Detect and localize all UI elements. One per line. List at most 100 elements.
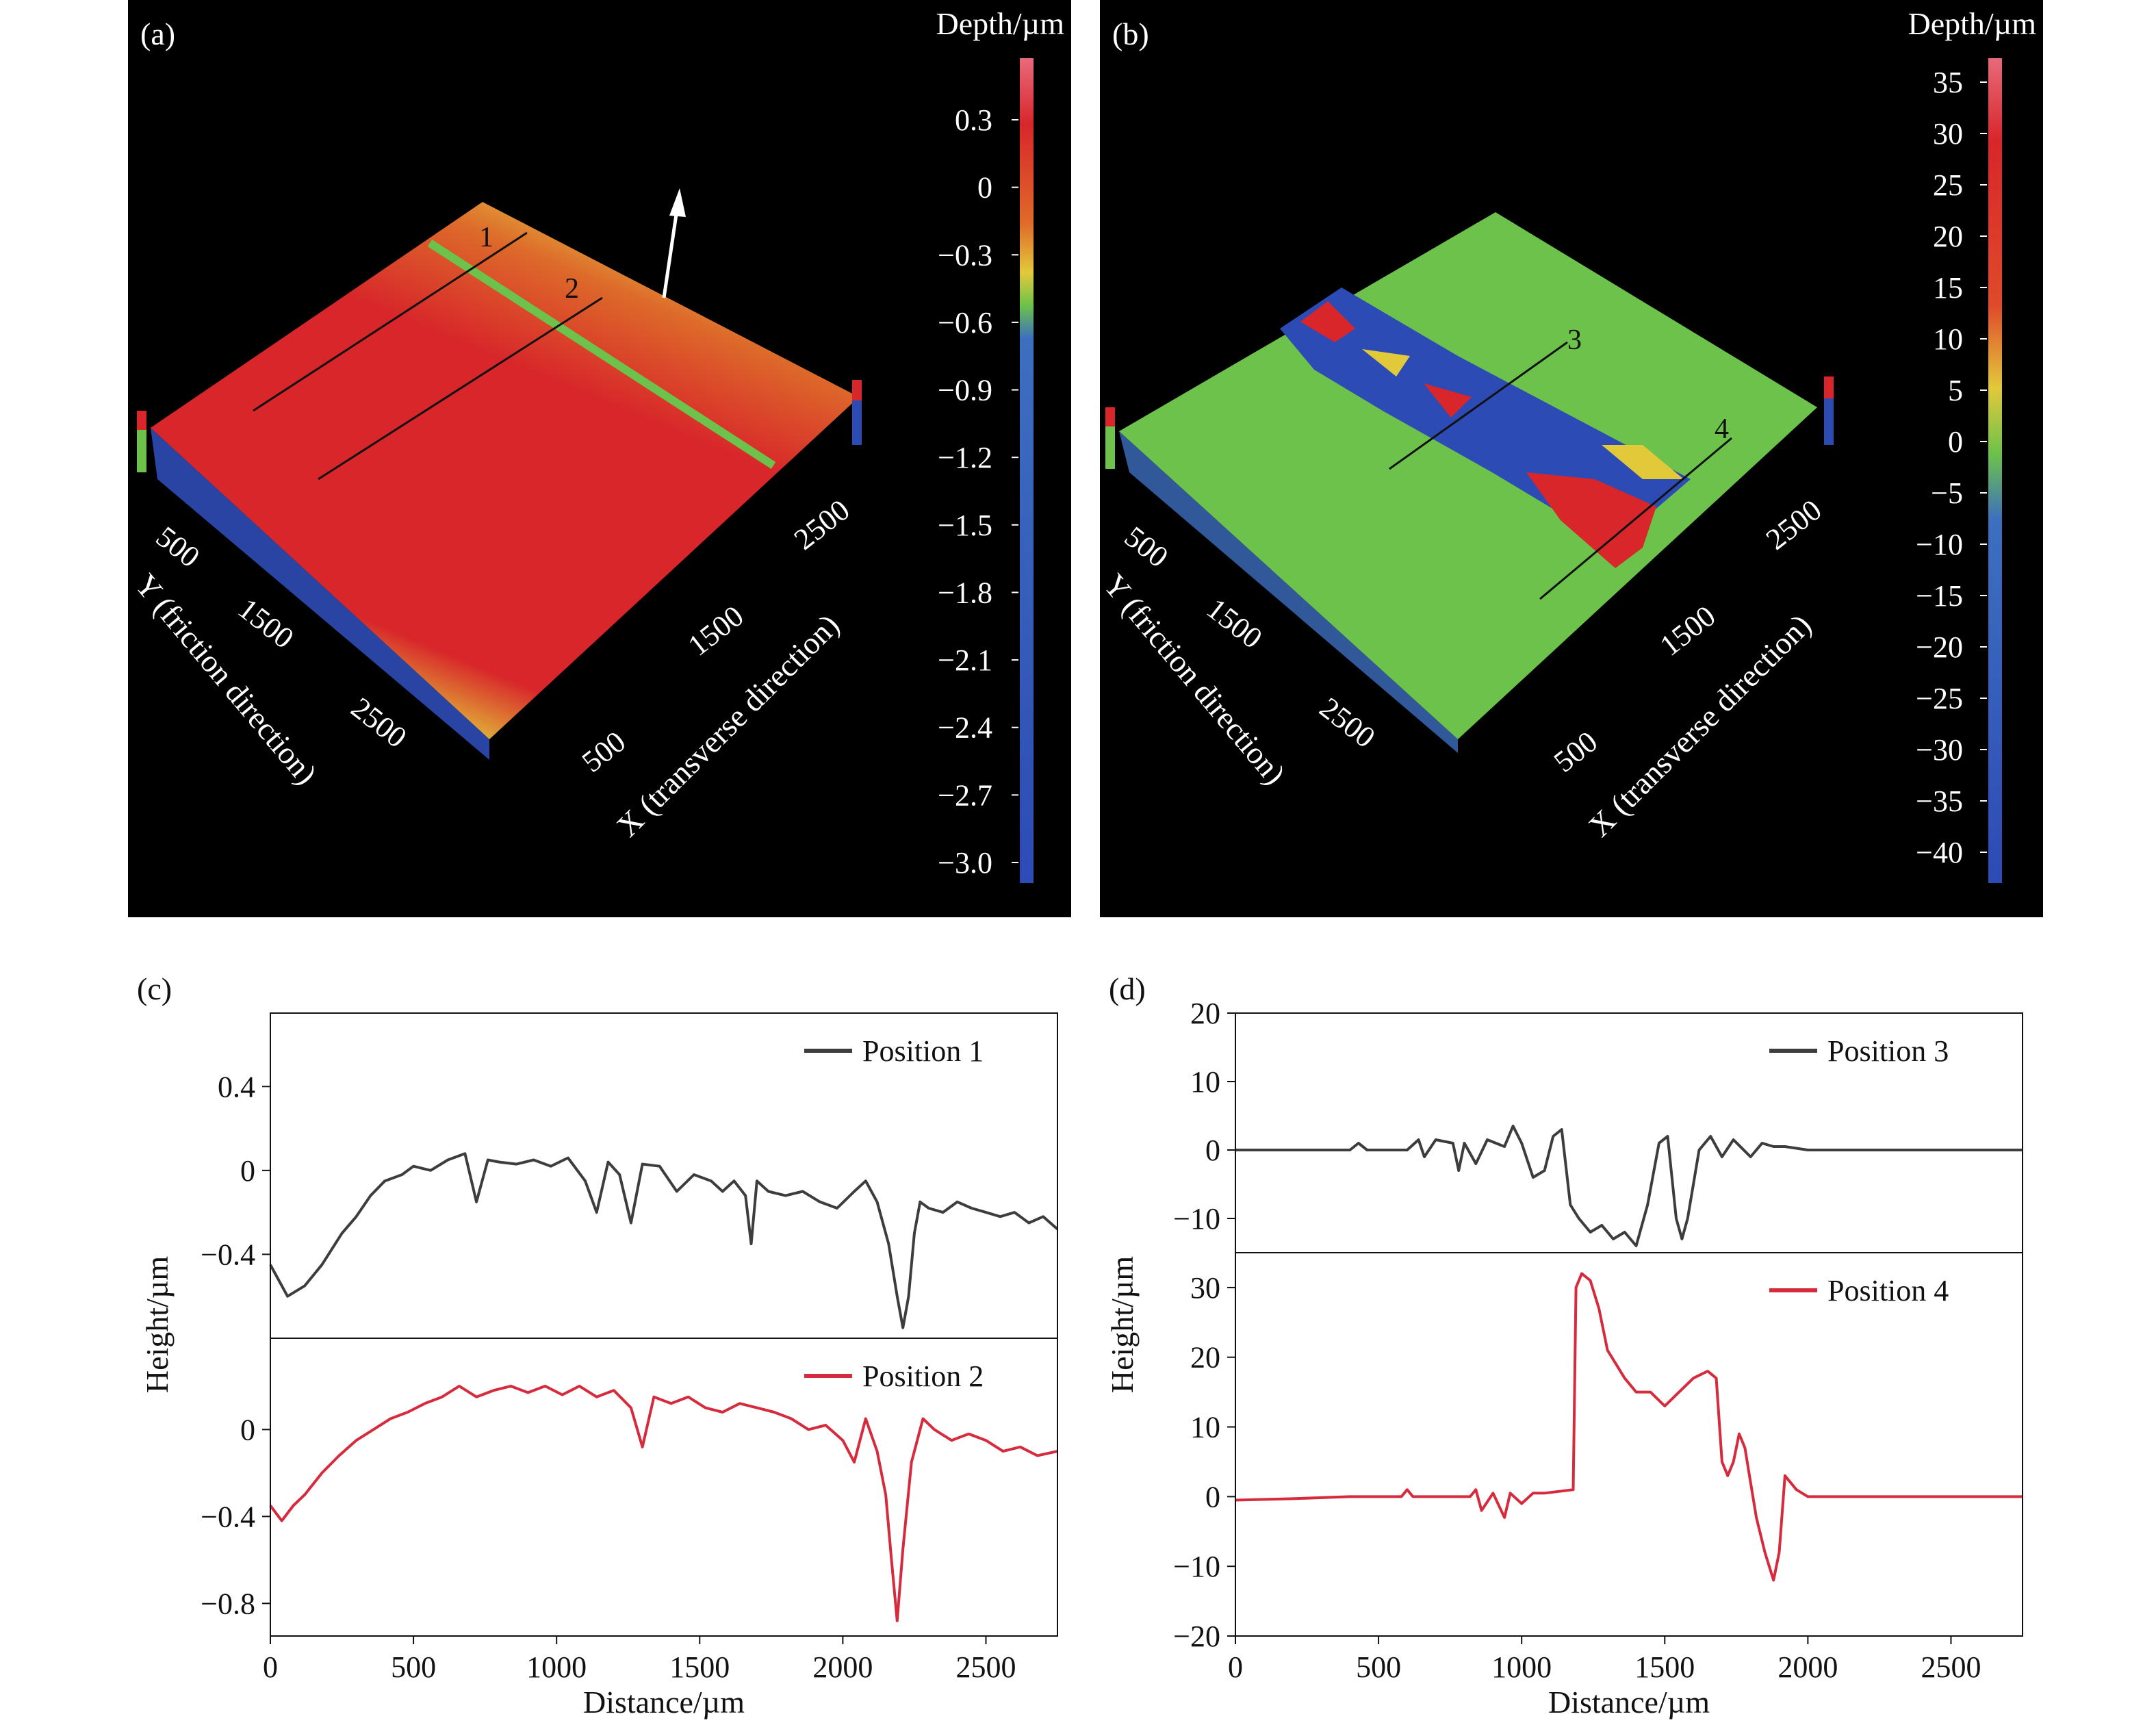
x-tick-label: 2000: [812, 1650, 873, 1684]
panel-c: (c) 0.4 0 −0.4 Position 1 0 −0.4 −0.8 Position …: [137, 971, 1059, 1720]
panel-d-label: (d): [1109, 971, 1146, 1006]
series-line: [269, 1152, 1059, 1329]
x-tick-label: 500: [391, 1650, 436, 1684]
colorbar-tick-label: −20: [1916, 630, 1963, 664]
legend-label: Position 1: [862, 1034, 984, 1068]
x-tick-label: 1500: [1634, 1650, 1695, 1684]
colorbar-tick-label: −2.1: [938, 643, 992, 677]
panel-a-surface: [151, 202, 859, 739]
y-axis-title: Height/µm: [1105, 1256, 1140, 1393]
x-axis-title: Distance/µm: [1548, 1685, 1710, 1720]
panel-b-colorbar-title: Depth/µm: [1908, 6, 2037, 41]
y-tick-label: −10: [1173, 1202, 1220, 1236]
x-tick-label: 2500: [955, 1650, 1016, 1684]
y-tick-label: −10: [1173, 1550, 1220, 1583]
colorbar-tick-label: −10: [1916, 528, 1963, 561]
panel-b-wear-scar: [1280, 288, 1691, 534]
panel-d-plot: 20 10 0 −10 Position 3 30 20 10 0 −10 −20 Position …: [1105, 997, 2023, 1720]
colorbar-tick-label: 5: [1948, 374, 1963, 407]
panel-b-profile-line-4: [1539, 437, 1732, 600]
colorbar-tick-label: −0.9: [938, 374, 992, 407]
y-tick-label: 0.4: [218, 1070, 255, 1103]
y-tick-label: 20: [1190, 1341, 1220, 1375]
colorbar-tick-label: 0.3: [955, 103, 992, 137]
panel-b-label: (b): [1112, 16, 1149, 51]
colorbar-tick-label: −3.0: [938, 846, 992, 880]
panel-b-surface-edge: [1119, 431, 1458, 753]
y-tick-label: 0: [1205, 1480, 1220, 1513]
panel-d: (d) 20 10 0 −10 Position 3 30 20 10 0 −10 −20 Posit…: [1105, 971, 2023, 1720]
plot-frame: [1235, 1012, 2023, 1637]
colorbar-tick-label: −1.2: [938, 441, 992, 474]
series-line: [1235, 1272, 2023, 1582]
colorbar-tick-label: −40: [1916, 836, 1963, 869]
series-line: [269, 1384, 1058, 1622]
panel-b-pileup: [1526, 472, 1656, 568]
panel-c-plot: 0.4 0 −0.4 Position 1 0 −0.4 −0.8 Position 2 0 50…: [140, 1012, 1059, 1720]
colorbar-tick-label: 30: [1933, 117, 1963, 151]
panel-a: (a) 1 2 500 1500 2500 Y (friction direct…: [128, 0, 1071, 917]
colorbar-tick-label: −25: [1916, 682, 1963, 715]
y-tick-label: 10: [1190, 1065, 1220, 1099]
plot-frame: [270, 1012, 1058, 1637]
panel-b-profile-line-3: [1389, 341, 1568, 470]
x-axis-title: Distance/µm: [583, 1685, 745, 1720]
colorbar-tick-label: 20: [1933, 220, 1963, 253]
panel-a-colorbar: [1020, 58, 1034, 883]
legend-label: Position 4: [1827, 1274, 1949, 1307]
panel-a-colorbar-ticks: 0.3 0 −0.3 −0.6 −0.9 −1.2 −1.5 −1.8 −2.1 −2.4 −2.7…: [938, 103, 1018, 880]
colorbar-tick-label: 35: [1933, 66, 1963, 99]
panel-a-arrow-shaft: [662, 205, 680, 298]
colorbar-tick-label: −1.8: [938, 576, 992, 609]
y-axis-title: Height/µm: [140, 1256, 175, 1393]
colorbar-tick-label: 25: [1933, 168, 1963, 202]
x-tick-label: 2500: [1921, 1650, 1981, 1684]
y-tick-label: −0.4: [201, 1500, 255, 1533]
panel-a-colorbar-title: Depth/µm: [936, 6, 1065, 41]
y-tick-label: 0: [240, 1154, 255, 1188]
panel-b: (b) 3 4 500 1500 2500 Y (friction direct…: [1096, 0, 2043, 917]
panel-a-arrow-head: [669, 188, 686, 217]
panel-b-line-label-3: 3: [1567, 324, 1582, 356]
panel-b-line-label-4: 4: [1715, 413, 1729, 445]
x-tick-label: 500: [1356, 1650, 1401, 1684]
colorbar-tick-label: −30: [1916, 733, 1963, 767]
x-tick-label: 1000: [1491, 1650, 1552, 1684]
colorbar-tick-label: −0.3: [938, 238, 992, 272]
colorbar-tick-label: −2.7: [938, 778, 992, 812]
y-tick-label: 20: [1190, 997, 1220, 1030]
colorbar-tick-label: 15: [1933, 271, 1963, 305]
colorbar-tick-label: 0: [977, 171, 992, 205]
panel-a-profile-line-1: [253, 231, 528, 412]
series-line: [1235, 1125, 2023, 1247]
y-tick-label: 0: [240, 1413, 255, 1446]
panel-c-label: (c): [137, 971, 172, 1006]
colorbar-tick-label: 10: [1933, 322, 1963, 356]
panel-a-line-label-2: 2: [565, 273, 579, 305]
panel-a-profile-line-2: [318, 296, 603, 481]
colorbar-tick-label: 0: [1948, 425, 1963, 459]
legend-label: Position 3: [1827, 1034, 1949, 1068]
colorbar-tick-label: −1.5: [938, 509, 992, 542]
legend-label: Position 2: [862, 1359, 984, 1393]
y-tick-label: 10: [1190, 1411, 1220, 1444]
x-tick-label: 1000: [526, 1650, 587, 1684]
y-tick-label: −0.4: [201, 1238, 255, 1271]
x-tick-label: 2000: [1778, 1650, 1838, 1684]
panel-b-colorbar-ticks: 35 30 25 20 15 10 5 0 −5 −10 −15 −20 −25 −30 −35 −40: [1916, 66, 1987, 869]
x-tick-label: 1500: [669, 1650, 730, 1684]
x-tick-label: 0: [263, 1650, 278, 1684]
colorbar-tick-label: −0.6: [938, 306, 992, 340]
y-tick-label: −0.8: [201, 1587, 255, 1620]
colorbar-tick-label: −2.4: [938, 711, 992, 745]
panel-a-surface-edge: [151, 428, 489, 760]
y-tick-label: −20: [1173, 1620, 1220, 1653]
y-tick-label: 0: [1205, 1134, 1220, 1167]
y-tick-label: 30: [1190, 1271, 1220, 1305]
colorbar-tick-label: −15: [1916, 579, 1963, 613]
panel-b-colorbar: [1988, 58, 2002, 883]
colorbar-tick-label: −35: [1916, 784, 1963, 818]
panel-a-green-groove: [427, 239, 776, 470]
x-tick-label: 0: [1228, 1650, 1243, 1684]
